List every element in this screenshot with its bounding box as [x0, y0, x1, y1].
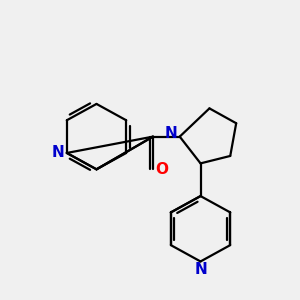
Text: N: N [52, 146, 65, 160]
Text: N: N [194, 262, 207, 277]
Text: N: N [165, 126, 178, 141]
Text: O: O [155, 162, 168, 177]
